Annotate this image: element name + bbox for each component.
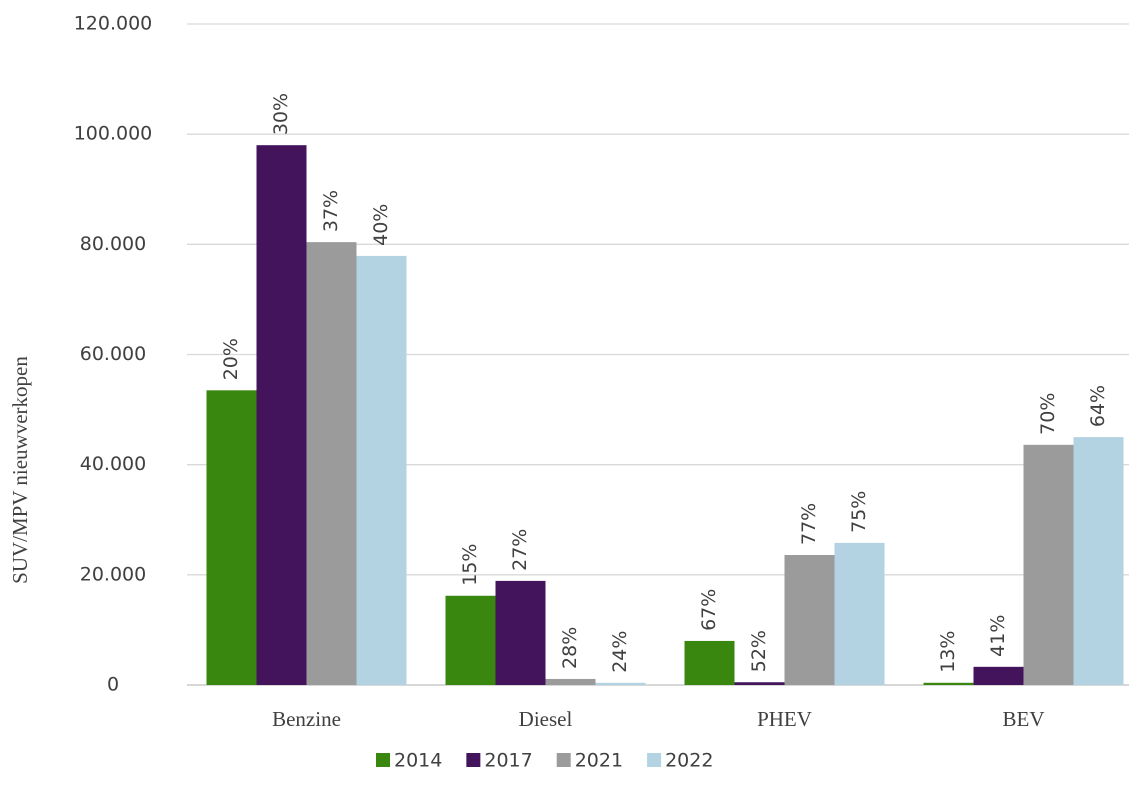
y-tick-label: 20.000 xyxy=(80,563,146,585)
data-label: 41% xyxy=(987,615,1009,657)
data-label: 37% xyxy=(320,190,342,232)
bar xyxy=(784,555,835,685)
legend-label: 2017 xyxy=(484,750,532,772)
data-label: 75% xyxy=(848,491,870,533)
legend-label: 2021 xyxy=(575,750,623,772)
data-label: 28% xyxy=(559,627,581,669)
data-label: 20% xyxy=(220,338,242,380)
data-label: 24% xyxy=(609,631,631,673)
legend-swatch xyxy=(556,753,571,767)
y-tick-label: 0 xyxy=(107,674,119,696)
bar xyxy=(1073,437,1124,685)
legend-swatch xyxy=(647,753,662,767)
legend-swatch xyxy=(376,753,390,767)
y-tick-label: 120.000 xyxy=(74,13,153,35)
y-tick-label: 40.000 xyxy=(80,453,146,475)
bar xyxy=(734,682,785,685)
data-label: 67% xyxy=(698,589,720,631)
legend-label: 2014 xyxy=(394,750,442,772)
legend-swatch xyxy=(466,753,481,767)
data-label: 15% xyxy=(459,544,481,586)
bar xyxy=(973,666,1024,685)
y-axis-label: SUV/MPV nieuwverkopen xyxy=(8,356,32,584)
x-tick-label: Diesel xyxy=(519,707,573,731)
y-tick-label: 80.000 xyxy=(80,233,146,255)
x-tick-label: BEV xyxy=(1003,707,1045,731)
bar xyxy=(445,595,496,685)
bar xyxy=(356,255,407,686)
bar xyxy=(256,145,307,685)
y-tick-label: 100.000 xyxy=(74,123,153,145)
bar xyxy=(1023,444,1074,685)
data-label: 40% xyxy=(370,204,392,246)
bar xyxy=(495,580,546,685)
bar xyxy=(206,390,257,685)
data-label: 13% xyxy=(937,631,959,673)
data-label: 77% xyxy=(798,503,820,545)
bar xyxy=(595,682,646,685)
bar xyxy=(306,242,357,685)
bar xyxy=(684,640,735,685)
bar xyxy=(834,542,885,685)
x-tick-label: Benzine xyxy=(272,707,341,731)
data-label: 27% xyxy=(509,529,531,571)
x-tick-label: PHEV xyxy=(757,707,812,731)
data-label: 64% xyxy=(1087,385,1109,427)
legend-label: 2022 xyxy=(665,750,713,772)
bar xyxy=(545,678,596,685)
bar xyxy=(923,682,974,685)
data-label: 70% xyxy=(1037,393,1059,435)
y-tick-label: 60.000 xyxy=(80,343,146,365)
data-label: 52% xyxy=(748,630,770,672)
data-label: 30% xyxy=(270,93,292,135)
